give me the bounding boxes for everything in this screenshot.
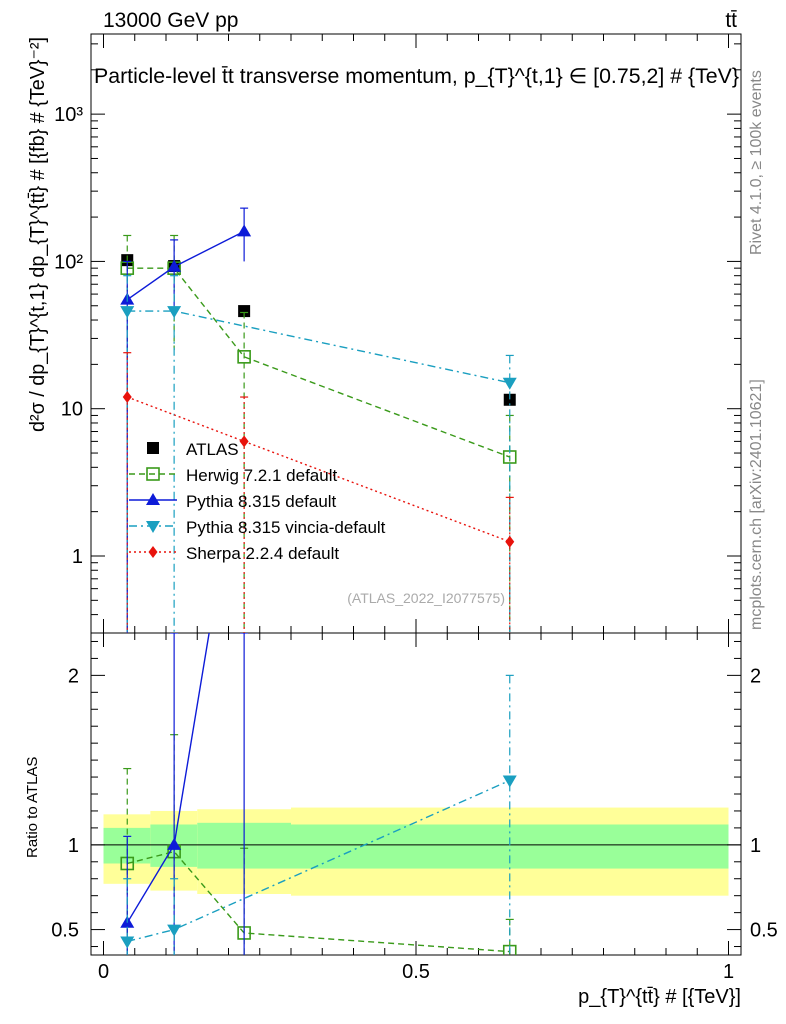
- y-tick-label: 10: [61, 399, 83, 421]
- series-clip-group: [120, 633, 517, 955]
- legend-marker-pythia-8-315-vincia-default: [146, 521, 160, 533]
- y-tick-label: 10²: [54, 251, 83, 273]
- legend-marker-atlas: [147, 442, 159, 454]
- herwig-7-2-1-default-line: [127, 850, 510, 953]
- legend-label-pythia-8-315-vincia-default: Pythia 8.315 vincia-default: [186, 518, 386, 537]
- ratio-frame: [90, 632, 742, 956]
- ratio-y-tick-label: 0.5: [51, 920, 79, 942]
- rivet-label: Rivet 4.1.0, ≥ 100k events: [748, 70, 765, 255]
- herwig-7-2-1-default-point: [237, 350, 251, 364]
- sherpa-2-2-4-default-point: [122, 391, 132, 404]
- pythia-8-315-vincia-default-point: [167, 924, 182, 937]
- pythia-8-315-vincia-default-point: [502, 377, 517, 390]
- legend-label-pythia-8-315-default: Pythia 8.315 default: [186, 492, 337, 511]
- legend-marker-herwig-7-2-1-default: [146, 467, 160, 481]
- x-tick-label: 0: [98, 961, 109, 983]
- main-series: [120, 207, 517, 633]
- y-tick-label: 1: [72, 546, 83, 568]
- herwig-7-2-1-default-line: [127, 267, 510, 458]
- ratio-y-tick-label-right: 2: [750, 665, 761, 687]
- pythia-8-315-vincia-default-point: [120, 306, 135, 319]
- sherpa-2-2-4-default-point: [239, 435, 249, 448]
- legend-label-atlas: ATLAS: [186, 440, 239, 459]
- ratio-y-tick-label-right: 1: [750, 835, 761, 857]
- pythia-8-315-default-point: [237, 224, 252, 237]
- y-axis-title: d²σ / dp_{T}^{t,1} dp_{T}^{tt̄} # [{fb} …: [27, 37, 49, 432]
- ratio-y-tick-label: 1: [68, 835, 79, 857]
- ratio-y-axis-title: Ratio to ATLAS: [24, 757, 41, 858]
- pythia-8-315-default-point: [167, 837, 182, 850]
- y-tick-label: 10³: [54, 104, 83, 126]
- mcplots-label: mcplots.cern.ch [arXiv:2401.10621]: [748, 379, 765, 630]
- legend-label-sherpa-2-2-4-default: Sherpa 2.2.4 default: [186, 544, 339, 563]
- header-right: tt̄: [725, 9, 737, 32]
- pythia-8-315-vincia-default-line: [127, 310, 510, 384]
- ratio-y-tick-label-right: 0.5: [750, 920, 778, 942]
- header-left: 13000 GeV pp: [103, 9, 238, 32]
- legend-marker-pythia-8-315-default: [146, 493, 160, 505]
- chart-title: Particle-level t̄t transverse momentum, …: [94, 65, 739, 88]
- x-tick-label: 1: [723, 961, 734, 983]
- atlas-point: [503, 393, 516, 406]
- pythia-8-315-default-line: [126, 230, 245, 301]
- analysis-watermark: (ATLAS_2022_I2077575): [347, 590, 505, 606]
- x-tick-label: 0.5: [402, 961, 430, 983]
- pythia-8-315-default-point: [167, 259, 182, 272]
- ratio-y-tick-label: 2: [68, 665, 79, 687]
- legend-marker-sherpa-2-2-4-default: [148, 546, 158, 558]
- atlas-point: [238, 305, 251, 318]
- series-clip-group: [120, 207, 517, 633]
- ratio-bands: [91, 807, 741, 896]
- pythia-8-315-vincia-default-point: [167, 306, 182, 319]
- legend: ATLAS Herwig 7.2.1 default Pythia 8.315 de…: [129, 440, 386, 563]
- x-axis-title: p_{T}^{tt̄} # [{TeV}]: [578, 986, 741, 1008]
- ratio-series: [120, 633, 517, 955]
- pythia-8-315-vincia-default-point: [120, 936, 135, 949]
- axes: 1 10 10² 10³ 0.5 0.5 1 1 2 2 0 0.5 1: [51, 34, 778, 983]
- sherpa-2-2-4-default-point: [505, 535, 515, 548]
- legend-label-herwig-7-2-1-default: Herwig 7.2.1 default: [186, 466, 337, 485]
- pythia-8-315-vincia-default-point: [502, 775, 517, 788]
